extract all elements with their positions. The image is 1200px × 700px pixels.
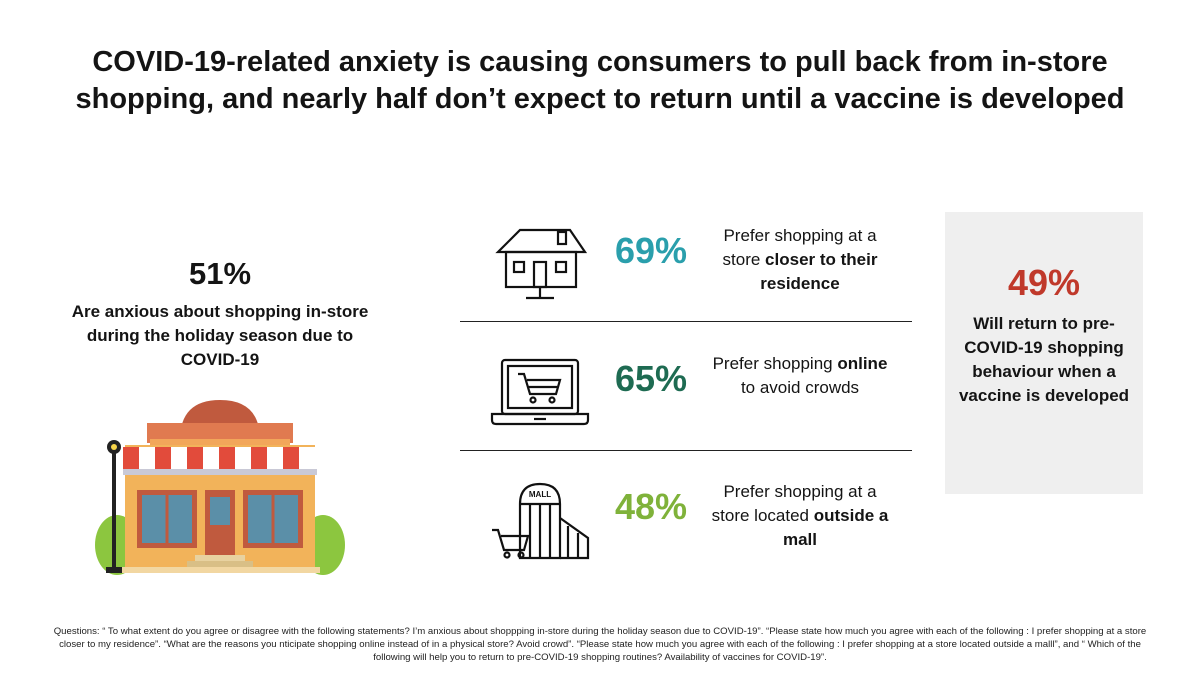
anxiety-stat: 51% Are anxious about shopping in-store … (70, 256, 370, 372)
mall-cart-icon: MALL (492, 482, 590, 560)
storefront-icon (95, 400, 345, 575)
closer-residence-percent: 69% (615, 230, 688, 271)
vaccine-description: Will return to pre-COVID-19 shopping beh… (958, 314, 1130, 405)
stat-row-outside-mall: MALL 48% Prefer shopping at a store loca… (465, 468, 915, 578)
vaccine-callout: 49% Will return to pre-COVID-19 shopping… (945, 212, 1143, 494)
anxiety-description: Are anxious about shopping in-store duri… (71, 302, 369, 369)
online-description: Prefer shopping online to avoid crowds (712, 354, 888, 397)
page-title: COVID-19-related anxiety is causing cons… (75, 46, 1125, 115)
closer-residence-description: Prefer shopping at a store closer to the… (722, 226, 878, 293)
mall-label: MALL (529, 490, 551, 499)
outside-mall-percent: 48% (615, 486, 688, 527)
outside-mall-description: Prefer shopping at a store located outsi… (711, 482, 889, 549)
stat-row-online: 65% Prefer shopping online to avoid crow… (465, 340, 915, 450)
online-percent: 65% (615, 358, 688, 399)
divider (460, 450, 912, 451)
laptop-cart-icon (490, 358, 590, 426)
divider (460, 321, 912, 322)
anxiety-percent: 51% (188, 256, 252, 291)
stat-row-closer-residence: 69% Prefer shopping at a store closer to… (465, 212, 915, 322)
house-icon (495, 228, 588, 300)
vaccine-percent: 49% (1007, 262, 1081, 303)
footnote: Questions: “ To what extent do you agree… (53, 626, 1147, 663)
